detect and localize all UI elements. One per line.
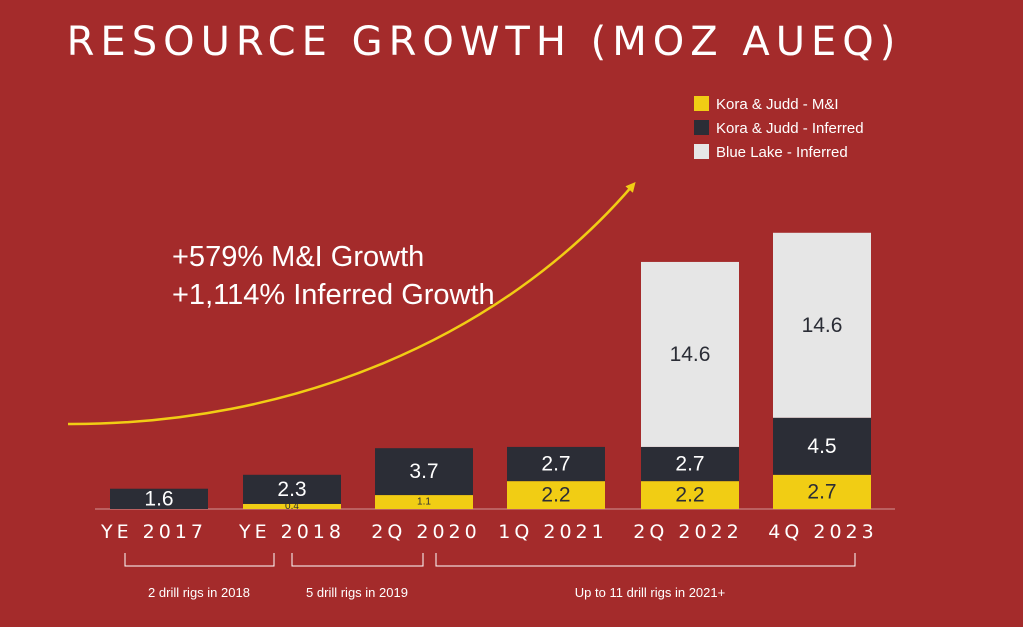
category-label-2q-2020: 2Q 2020 [371,521,480,543]
note-2018: 2 drill rigs in 2018 [148,585,250,600]
mi-growth-annotation: +579% M&I Growth [172,241,424,273]
legend-swatch-mi [694,96,709,111]
bar-ye-2017-kora-judd-inferred [110,488,208,509]
note-2021: Up to 11 drill rigs in 2021+ [575,585,725,600]
period-brackets: 2 drill rigs in 2018 5 drill rigs in 201… [124,553,856,600]
data-label-4q-2023-kora-judd-inferred: 4.5 [807,435,836,458]
growth-arrow [67,181,636,426]
legend-label-blue-lake: Blue Lake - Inferred [716,144,848,161]
bracket-2021 [435,553,856,567]
note-2019: 5 drill rigs in 2019 [306,585,408,600]
data-label-ye-2017-kora-judd-inferred: 1.6 [144,487,173,510]
chart-title: RESOURCE GROWTH (MOZ AUEQ) [67,19,902,65]
bar-4q-2023-kora-judd-inferred [773,417,871,475]
category-label-ye-2018: YE 2018 [238,521,345,543]
data-label-2q-2022-blue-lake-inferred: 14.6 [670,343,711,366]
legend-swatch-inferred [694,120,709,135]
category-labels: YE 2017 YE 2018 2Q 2020 1Q 2021 2Q 2022 4Q 20… [100,521,877,543]
bar-1q-2021-kora-judd-inferred [507,446,605,482]
bracket-2018 [124,553,275,567]
legend-label-mi: Kora & Judd - M&I [716,96,839,113]
data-label-2q-2020-kora-judd-inferred: 3.7 [409,460,438,483]
category-label-ye-2017: YE 2017 [100,521,207,543]
data-label-2q-2020-kora-judd-m-i: 1.1 [417,497,431,508]
bar-4q-2023-kora-judd-m-i [773,474,871,509]
data-label-4q-2023-kora-judd-m-i: 2.7 [807,480,836,503]
bar-4q-2023-blue-lake-inferred [773,232,871,418]
data-label-1q-2021-kora-judd-inferred: 2.7 [541,453,570,476]
inferred-growth-annotation: +1,114% Inferred Growth [172,279,495,311]
data-label-2q-2022-kora-judd-inferred: 2.7 [675,453,704,476]
bar-2q-2022-kora-judd-m-i [641,481,739,509]
legend: Kora & Judd - M&I Kora & Judd - Inferred… [694,96,864,161]
category-label-1q-2021: 1Q 2021 [498,521,607,543]
bracket-2019 [291,553,424,567]
bars-layer: 1.6 0.42.3 1.1 3.7 2.2 2.7 2.2 2.7 14.6 2.7 4.5 14.… [110,232,871,512]
bar-2q-2022-blue-lake-inferred [641,261,739,447]
data-label-1q-2021-kora-judd-m-i: 2.2 [541,484,570,507]
data-label-2q-2022-kora-judd-m-i: 2.2 [675,484,704,507]
data-label-ye-2018-kora-judd-inferred: 2.3 [277,478,306,501]
legend-swatch-blue-lake [694,144,709,159]
data-label-ye-2018-kora-judd-m-i: 0.4 [285,501,299,512]
bar-ye-2018-kora-judd-m-i [243,503,341,509]
category-label-2q-2022: 2Q 2022 [633,521,742,543]
legend-label-inferred: Kora & Judd - Inferred [716,120,864,137]
bar-2q-2022-kora-judd-inferred [641,446,739,482]
data-label-4q-2023-blue-lake-inferred: 14.6 [802,314,843,337]
bar-ye-2018-kora-judd-inferred [243,474,341,504]
bar-1q-2021-kora-judd-m-i [507,481,605,509]
category-label-4q-2023: 4Q 2023 [768,521,877,543]
bar-2q-2020-kora-judd-inferred [375,448,473,496]
bar-2q-2020-kora-judd-m-i [375,495,473,509]
